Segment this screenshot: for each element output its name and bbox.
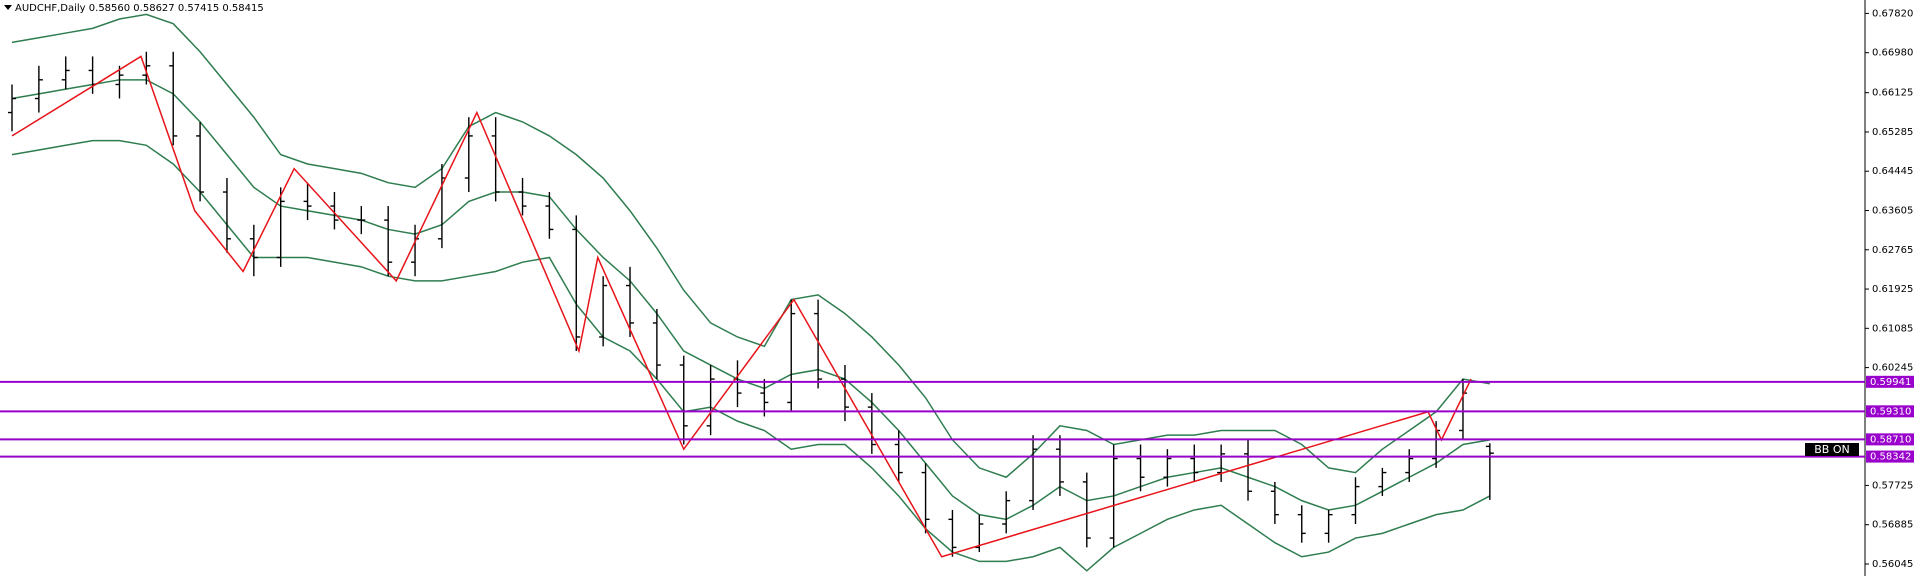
bollinger-band	[11, 13, 1490, 479]
y-tick-label: 0.57725	[1872, 480, 1913, 491]
zigzag	[11, 55, 1472, 558]
y-tick-label: 0.62765	[1872, 245, 1913, 256]
y-tick-label: 0.65285	[1872, 127, 1913, 138]
y-tick-label: 0.66125	[1872, 88, 1913, 99]
bollinger-band	[11, 79, 1490, 521]
y-tick-label: 0.56045	[1872, 559, 1913, 570]
y-tick-label: 0.61085	[1872, 323, 1913, 334]
y-tick-label: 0.63605	[1872, 206, 1913, 217]
level-label: 0.58342	[1870, 452, 1911, 463]
bollinger-band	[11, 139, 1491, 572]
indicator-box	[1805, 443, 1859, 456]
y-tick-label: 0.64445	[1872, 166, 1913, 177]
y-tick-label: 0.56885	[1872, 520, 1913, 531]
y-tick-label: 0.60245	[1872, 363, 1913, 374]
y-tick-label: 0.61925	[1872, 284, 1913, 295]
level-tag	[1866, 375, 1914, 388]
level-label: 0.59310	[1870, 406, 1911, 417]
level-tag	[1866, 405, 1914, 418]
chart-title: AUDCHF,Daily 0.58560 0.58627 0.57415 0.5…	[15, 3, 264, 14]
indicator-label: BB ON	[1814, 443, 1849, 456]
y-tick-label: 0.66980	[1872, 48, 1913, 59]
menu-arrow	[4, 5, 12, 10]
level-label: 0.58710	[1870, 434, 1911, 445]
level-tag	[1866, 450, 1914, 463]
y-tick-label: 0.67820	[1872, 8, 1913, 19]
level-tag	[1866, 433, 1914, 446]
level-label: 0.59941	[1870, 377, 1911, 388]
